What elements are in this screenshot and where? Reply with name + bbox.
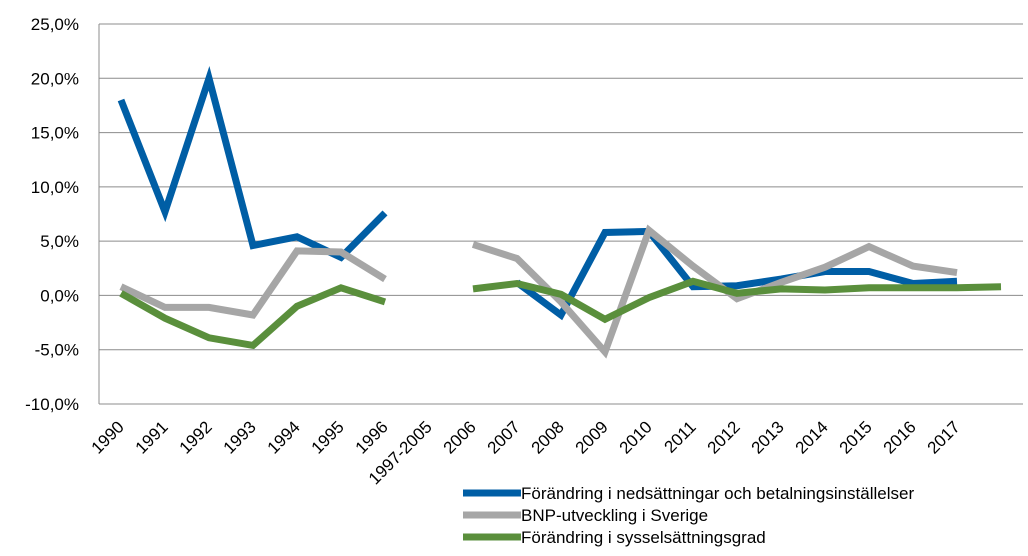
- x-tick-label: 2017: [924, 417, 964, 457]
- x-tick-label: 2010: [616, 417, 656, 457]
- x-tick-label: 1995: [308, 417, 348, 457]
- y-tick-label: 5,0%: [40, 232, 79, 251]
- x-tick-label: 2015: [836, 417, 876, 457]
- legend-label: BNP-utveckling i Sverige: [521, 506, 708, 525]
- x-tick-label: 1990: [88, 417, 128, 457]
- y-tick-label: 20,0%: [31, 69, 79, 88]
- series-line: [472, 277, 1002, 324]
- legend-label: Förändring i sysselsättningsgrad: [521, 528, 766, 547]
- x-tick-label: 2009: [572, 417, 612, 457]
- x-tick-label: 2008: [528, 417, 568, 457]
- y-tick-label: 25,0%: [31, 15, 79, 34]
- series-line: [514, 227, 958, 321]
- series-lines: [117, 65, 1002, 359]
- x-tick-label: 1996: [352, 417, 392, 457]
- series-line: [119, 247, 387, 319]
- x-tick-label: 2011: [661, 417, 700, 456]
- legend: Förändring i nedsättningar och betalning…: [463, 484, 914, 547]
- y-tick-label: -5,0%: [35, 341, 79, 360]
- x-tick-label: 2013: [748, 417, 788, 457]
- y-tick-label: 10,0%: [31, 178, 79, 197]
- x-tick-label: 2014: [792, 417, 832, 457]
- x-tick-label: 1993: [220, 417, 260, 457]
- x-tick-label: 2007: [484, 417, 524, 457]
- x-tick-label: 2006: [440, 417, 480, 457]
- y-tick-label: -10,0%: [25, 395, 79, 414]
- series-line: [117, 65, 388, 262]
- y-axis: 25,0% 20,0% 15,0% 10,0% 5,0% 0,0% -5,0% -10,0%: [25, 15, 100, 414]
- y-tick-label: 0,0%: [40, 286, 79, 305]
- series-line: [119, 284, 387, 350]
- y-tick-label: 15,0%: [31, 124, 79, 143]
- x-tick-label: 1994: [264, 417, 304, 457]
- x-tick-label: 2012: [704, 417, 744, 457]
- x-tick-label: 2016: [880, 417, 920, 457]
- gridlines: [99, 23, 1023, 405]
- legend-label: Förändring i nedsättningar och betalning…: [521, 484, 914, 503]
- x-tick-label: 1992: [176, 417, 216, 457]
- x-tick-label: 1991: [132, 417, 172, 457]
